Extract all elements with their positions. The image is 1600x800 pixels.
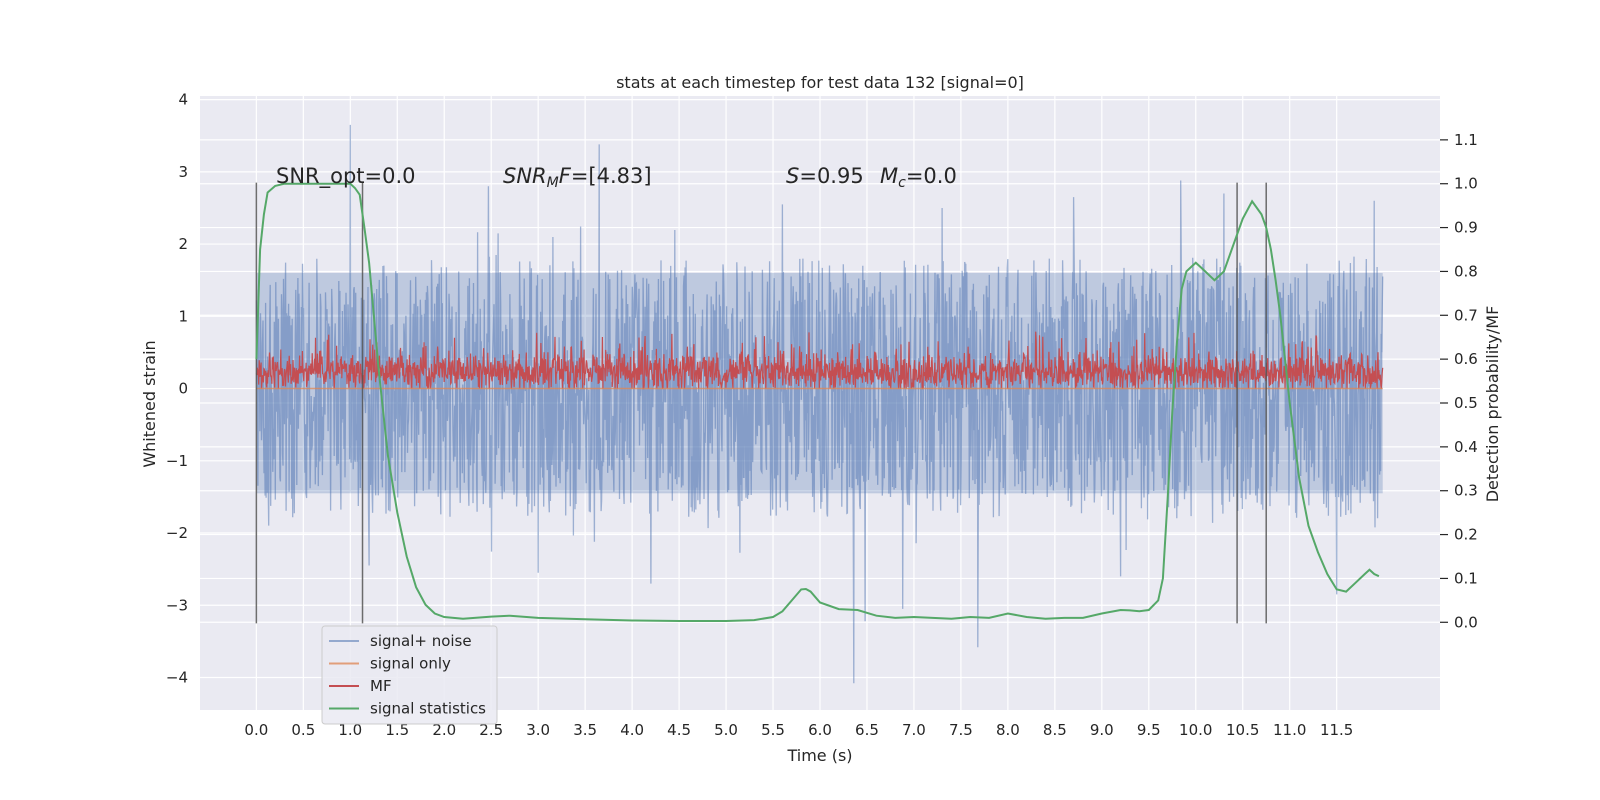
- legend-label-1: signal only: [370, 655, 451, 673]
- x-tick-label: 8.5: [1043, 721, 1067, 739]
- vertical-markers: [255, 182, 1267, 624]
- x-tick-label: 3.0: [526, 721, 550, 739]
- x-tick-label: 4.5: [667, 721, 691, 739]
- snr-mf-sub: M: [547, 175, 559, 191]
- x-axis-ticks: 0.0 0.5 1.0 1.5 2.0 2.5 3.0 3.5 4.0 4.5 5.0 5.5 6.0 6…: [244, 721, 1353, 739]
- y-tick-label: 1: [178, 307, 188, 325]
- legend-box: [321, 625, 498, 725]
- right-y-tick-label: 0.8: [1454, 262, 1478, 280]
- s-label: S: [786, 164, 799, 188]
- y-tick-label: 4: [178, 91, 188, 109]
- x-tick-label: 10.0: [1179, 721, 1212, 739]
- mc-label: M: [880, 164, 898, 188]
- annotations: SNR_opt=0.0 SNRMF=[4.83] S=0.95 Mc=0.0: [276, 164, 957, 191]
- y-axis-label: Whitened strain: [140, 340, 159, 467]
- x-tick-label: 5.5: [761, 721, 785, 739]
- series-mf: [255, 331, 1384, 390]
- legend-label-0: signal+ noise: [370, 632, 472, 650]
- x-tick-label: 10.5: [1226, 721, 1259, 739]
- right-y-tick-label: 0.7: [1454, 306, 1478, 324]
- right-y-tick-label: 0.5: [1454, 394, 1478, 412]
- x-tick-label: 0.5: [291, 721, 315, 739]
- x-tick-label: 4.0: [620, 721, 644, 739]
- y-tick-label: −4: [166, 668, 188, 686]
- right-y-axis-ticks: 0.0 0.1 0.2 0.3 0.4 0.5 0.6 0.7 0.8 0.9 1.0 1.1: [1440, 131, 1478, 631]
- y-tick-label: −3: [166, 596, 188, 614]
- x-tick-label: 3.5: [573, 721, 597, 739]
- mc-value: =0.0: [906, 164, 957, 188]
- legend-label-3: signal statistics: [370, 700, 486, 718]
- right-y-tick-label: 1.1: [1454, 131, 1478, 149]
- x-tick-label: 11.0: [1273, 721, 1306, 739]
- x-tick-label: 7.5: [949, 721, 973, 739]
- annotation-mc: Mc=0.0: [880, 164, 957, 191]
- y-tick-label: −2: [166, 524, 188, 542]
- series-line-mf: [255, 331, 1384, 390]
- x-tick-label: 1.5: [385, 721, 409, 739]
- x-tick-label: 8.0: [996, 721, 1020, 739]
- y-tick-label: 0: [178, 380, 188, 398]
- legend: signal+ noise signal only MF signal statist…: [321, 625, 498, 725]
- series-signal-statistics: [255, 182, 1380, 622]
- right-y-tick-label: 0.0: [1454, 613, 1478, 631]
- x-tick-label: 7.0: [902, 721, 926, 739]
- annotation-snr-mf: SNRMF=[4.83]: [503, 164, 652, 191]
- x-tick-label: 6.0: [808, 721, 832, 739]
- right-y-tick-label: 0.2: [1454, 526, 1478, 544]
- x-axis-label: Time (s): [786, 746, 852, 765]
- x-tick-label: 2.0: [432, 721, 456, 739]
- x-tick-label: 1.0: [338, 721, 362, 739]
- mc-sub: c: [898, 175, 906, 191]
- y-tick-label: 3: [178, 163, 188, 181]
- chart-title: stats at each timestep for test data 132…: [616, 73, 1024, 92]
- snr-mf-rest-f: F: [559, 164, 572, 188]
- right-y-axis-label: Detection probability/MF: [1483, 306, 1502, 503]
- snr-mf-base: SNR: [503, 164, 547, 188]
- snr-mf-rest: =[4.83]: [571, 164, 652, 188]
- x-tick-label: 9.5: [1137, 721, 1161, 739]
- legend-label-2: MF: [370, 677, 392, 695]
- right-y-tick-label: 0.1: [1454, 569, 1478, 587]
- right-y-tick-label: 0.9: [1454, 219, 1478, 237]
- right-y-tick-label: 0.6: [1454, 350, 1478, 368]
- series-line-signal-statistics: [255, 182, 1380, 622]
- s-value: =0.95: [799, 164, 863, 188]
- x-tick-label: 2.5: [479, 721, 503, 739]
- x-tick-label: 9.0: [1090, 721, 1114, 739]
- y-tick-label: −1: [166, 452, 188, 470]
- right-y-tick-label: 0.3: [1454, 482, 1478, 500]
- annotation-s: S=0.95: [786, 164, 864, 188]
- y-axis-ticks: −4 −3 −2 −1 0 1 2 3 4: [166, 91, 188, 687]
- x-tick-label: 11.5: [1320, 721, 1353, 739]
- right-y-tick-label: 1.0: [1454, 175, 1478, 193]
- annotation-snr-opt: SNR_opt=0.0: [276, 164, 416, 189]
- x-tick-label: 6.5: [855, 721, 879, 739]
- y-tick-label: 2: [178, 235, 188, 253]
- right-y-tick-label: 0.4: [1454, 438, 1478, 456]
- x-tick-label: 5.0: [714, 721, 738, 739]
- x-tick-label: 0.0: [244, 721, 268, 739]
